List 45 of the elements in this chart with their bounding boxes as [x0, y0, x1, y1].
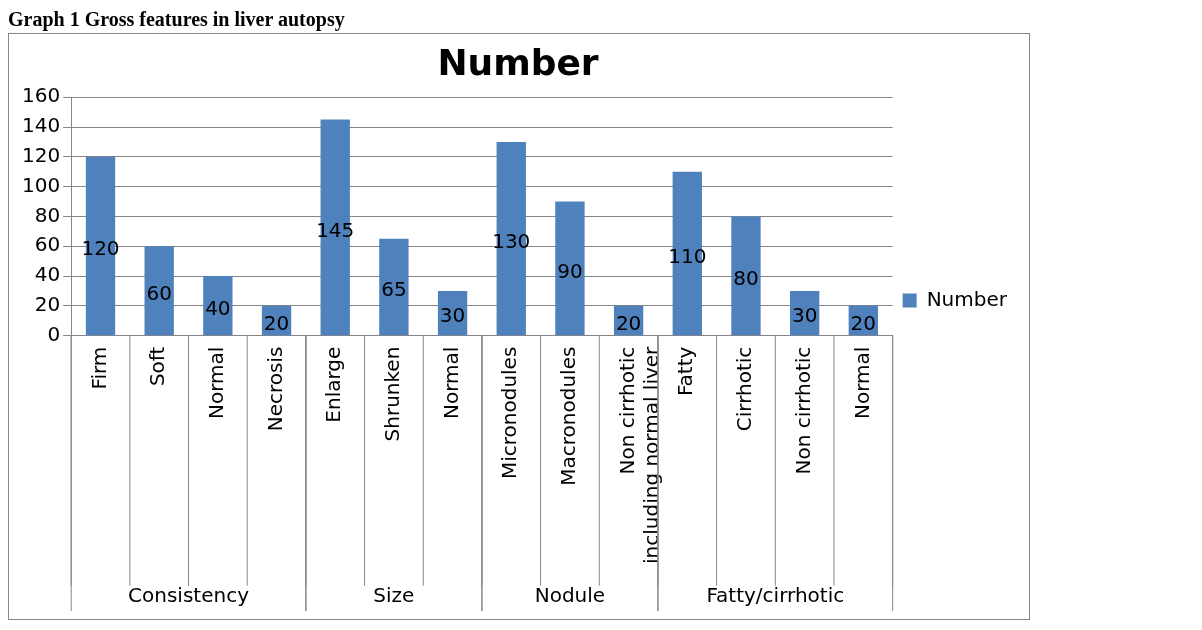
- bar: [379, 238, 409, 336]
- data-label: 90: [557, 258, 583, 283]
- text: Fatty/cirrhotic: [706, 583, 845, 608]
- y-tick-label: 0: [47, 321, 61, 346]
- y-tick-label: 160: [21, 83, 61, 108]
- data-label: 60: [146, 280, 172, 305]
- bar: [731, 216, 761, 336]
- x-tick-label: Micronodules: [497, 346, 522, 480]
- text: Consistency: [128, 583, 250, 608]
- x-tick-label: Normal: [438, 346, 463, 420]
- x-tick-label: Non cirrhotic including normal liver: [614, 345, 663, 565]
- x-tick-label: Shrunken: [380, 346, 405, 442]
- text: Nodule: [534, 583, 606, 608]
- y-tick-label: 120: [21, 143, 61, 168]
- data-label: 65: [381, 277, 407, 302]
- x-tick-label: Normal: [849, 346, 874, 420]
- bar: [555, 201, 585, 336]
- chart-title: Graph 1 Gross features in liver autopsy: [8, 8, 346, 31]
- y-tick-label: 140: [21, 113, 61, 138]
- bar: [144, 246, 174, 336]
- text: Size: [373, 583, 415, 608]
- y-tick-label: 40: [34, 262, 61, 287]
- y-tick-label: 80: [34, 202, 61, 227]
- y-tick-label: 60: [34, 232, 61, 257]
- x-tick-label: Necrosis: [262, 346, 287, 432]
- x-tick-label: Cirrhotic: [732, 346, 757, 432]
- x-tick-label: Normal: [204, 346, 229, 420]
- legend-label: Number: [926, 286, 1008, 311]
- data-label: 20: [615, 310, 642, 335]
- bar: [203, 276, 233, 336]
- y-tick-label: 20: [34, 292, 61, 317]
- data-label: 30: [439, 303, 466, 328]
- x-tick-label: Fatty: [673, 346, 698, 397]
- x-tick-label: Non cirrhotic: [790, 346, 815, 475]
- x-tick-label: Soft: [145, 346, 170, 387]
- data-label: 80: [733, 265, 759, 290]
- data-label: 30: [791, 303, 818, 328]
- data-label: 20: [263, 310, 290, 335]
- data-label: 40: [205, 295, 231, 320]
- data-label: 20: [850, 310, 877, 335]
- x-tick-label: Macronodules: [556, 346, 581, 486]
- chart-subtitle: Number: [437, 41, 599, 83]
- x-tick-label: Firm: [86, 346, 111, 390]
- y-tick-label: 100: [21, 172, 61, 197]
- x-tick-label: Enlarge: [321, 346, 346, 423]
